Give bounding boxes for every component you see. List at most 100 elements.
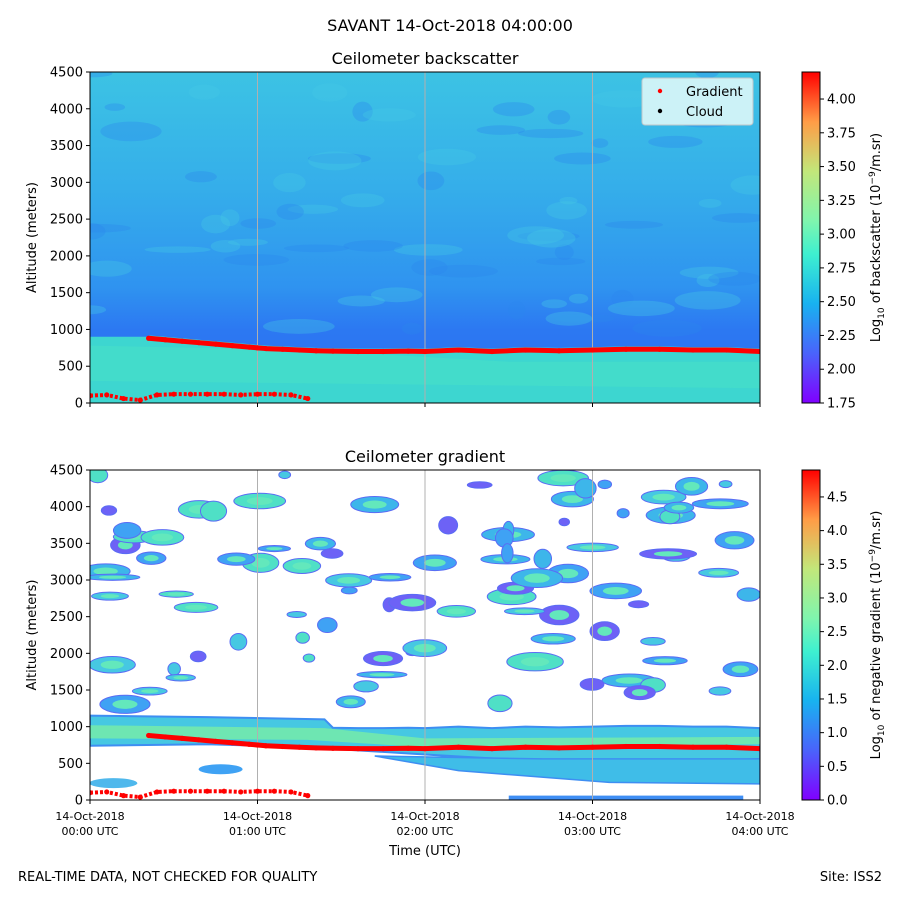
gradient-blob: [100, 505, 118, 516]
y-tick-label: 500: [58, 757, 83, 772]
gradient-point: [405, 348, 411, 354]
gradient-blob-core: [185, 604, 207, 610]
backscatter-texture: [554, 314, 615, 324]
backscatter-texture: [210, 240, 241, 253]
backscatter-texture: [507, 226, 565, 245]
gradient-blob: [466, 481, 493, 489]
gradient-blob-core: [561, 495, 583, 503]
x-tick-label-time: 01:00 UTC: [229, 825, 286, 838]
gradient-blob: [229, 632, 248, 651]
backscatter-texture: [679, 266, 739, 279]
gradient-point: [288, 789, 294, 795]
backscatter-texture: [611, 289, 634, 308]
backscatter-texture: [263, 319, 335, 334]
gradient-point: [204, 788, 210, 794]
gradient-blob: [487, 694, 513, 713]
colorbar-tick-label: 3.5: [827, 558, 848, 573]
gradient-point: [422, 746, 428, 752]
gradient-point: [229, 343, 235, 349]
gradient-blob: [501, 543, 514, 564]
panel-title: Ceilometer backscatter: [332, 49, 519, 68]
backscatter-texture: [591, 138, 609, 148]
colorbar-tick-label: 3.75: [827, 126, 856, 141]
colorbar-tick-label: 2.00: [827, 363, 856, 378]
backscatter-texture: [340, 193, 385, 208]
y-tick-label: 0: [75, 794, 83, 809]
colorbar: [801, 71, 821, 404]
backscatter-texture: [223, 254, 290, 266]
gradient-blob: [286, 610, 307, 619]
x-tick-label-time: 02:00 UTC: [396, 825, 453, 838]
gradient-blob-core: [708, 570, 729, 575]
gradient-point: [171, 391, 177, 397]
backscatter-texture: [276, 203, 304, 220]
y-tick-label: 1000: [50, 720, 83, 735]
y-tick-label: 4000: [50, 102, 83, 117]
y-tick-label: 2500: [50, 610, 83, 625]
gradient-blob-core: [246, 497, 273, 505]
y-tick-label: 1500: [50, 286, 83, 301]
gradient-blob: [167, 662, 181, 676]
gradient-series-surface: [90, 392, 309, 403]
backscatter-texture: [90, 305, 107, 315]
gradient-point: [656, 346, 663, 352]
backscatter-texture: [517, 231, 580, 241]
backscatter-texture: [632, 319, 702, 337]
backscatter-texture: [648, 135, 703, 148]
gradient-point: [723, 744, 730, 750]
quality-disclaimer: REAL-TIME DATA, NOT CHECKED FOR QUALITY: [18, 870, 318, 885]
backscatter-texture: [527, 228, 576, 248]
y-tick-label: 4500: [50, 464, 83, 479]
backscatter-texture: [362, 108, 416, 122]
gradient-blob-core: [379, 575, 401, 580]
gradient-point: [305, 793, 311, 799]
gradient-point: [489, 746, 495, 752]
gradient-point: [187, 391, 194, 397]
gradient-point: [405, 745, 411, 751]
backscatter-texture: [604, 220, 664, 229]
y-tick-label: 2500: [50, 213, 83, 228]
gradient-point: [171, 788, 177, 794]
backscatter-texture: [730, 175, 760, 195]
gradient-blob-core: [524, 573, 550, 583]
backscatter-texture: [307, 153, 371, 164]
gradient-blob-core: [549, 610, 570, 620]
gradient-blob: [736, 587, 760, 602]
gradient-point: [330, 348, 336, 354]
gradient-blob-core: [98, 575, 127, 579]
gradient-point: [263, 345, 269, 352]
gradient-blob: [616, 508, 630, 519]
legend-gradient-marker: [657, 88, 663, 94]
colorbar-tick-label: 3.25: [827, 194, 856, 209]
gradient-point: [254, 345, 261, 351]
gradient-blob-core: [514, 609, 535, 613]
colorbar-tick-label: 1.5: [827, 692, 848, 707]
y-tick-label: 4000: [50, 500, 83, 515]
backscatter-texture: [492, 102, 535, 117]
gradient-blob: [90, 470, 109, 484]
gradient-point: [146, 732, 152, 739]
backscatter-texture: [90, 223, 131, 233]
colorbar-label: Log10 of negative gradient (10−9/m.sr): [868, 511, 887, 760]
gradient-point: [229, 740, 235, 746]
gradient-blob-core: [343, 698, 359, 705]
gradient-point: [146, 335, 152, 341]
gradient-point: [90, 790, 93, 796]
gradient-point: [489, 348, 495, 355]
gradient-point: [757, 746, 760, 752]
backscatter-texture: [547, 109, 571, 125]
backscatter-texture: [394, 244, 463, 256]
backscatter-texture: [184, 171, 217, 183]
plot-area: [90, 72, 760, 403]
backscatter-texture: [308, 151, 362, 171]
colorbar-tick-label: 1.75: [827, 397, 856, 412]
gradient-point: [271, 788, 277, 794]
backscatter-texture: [287, 204, 339, 214]
backscatter-texture: [712, 213, 760, 223]
gradient-point: [104, 392, 110, 398]
colorbar: [801, 469, 821, 801]
gradient-blob: [628, 600, 650, 609]
gradient-point: [280, 743, 286, 750]
backscatter-texture: [283, 244, 350, 253]
gradient-series-surface: [90, 789, 309, 800]
